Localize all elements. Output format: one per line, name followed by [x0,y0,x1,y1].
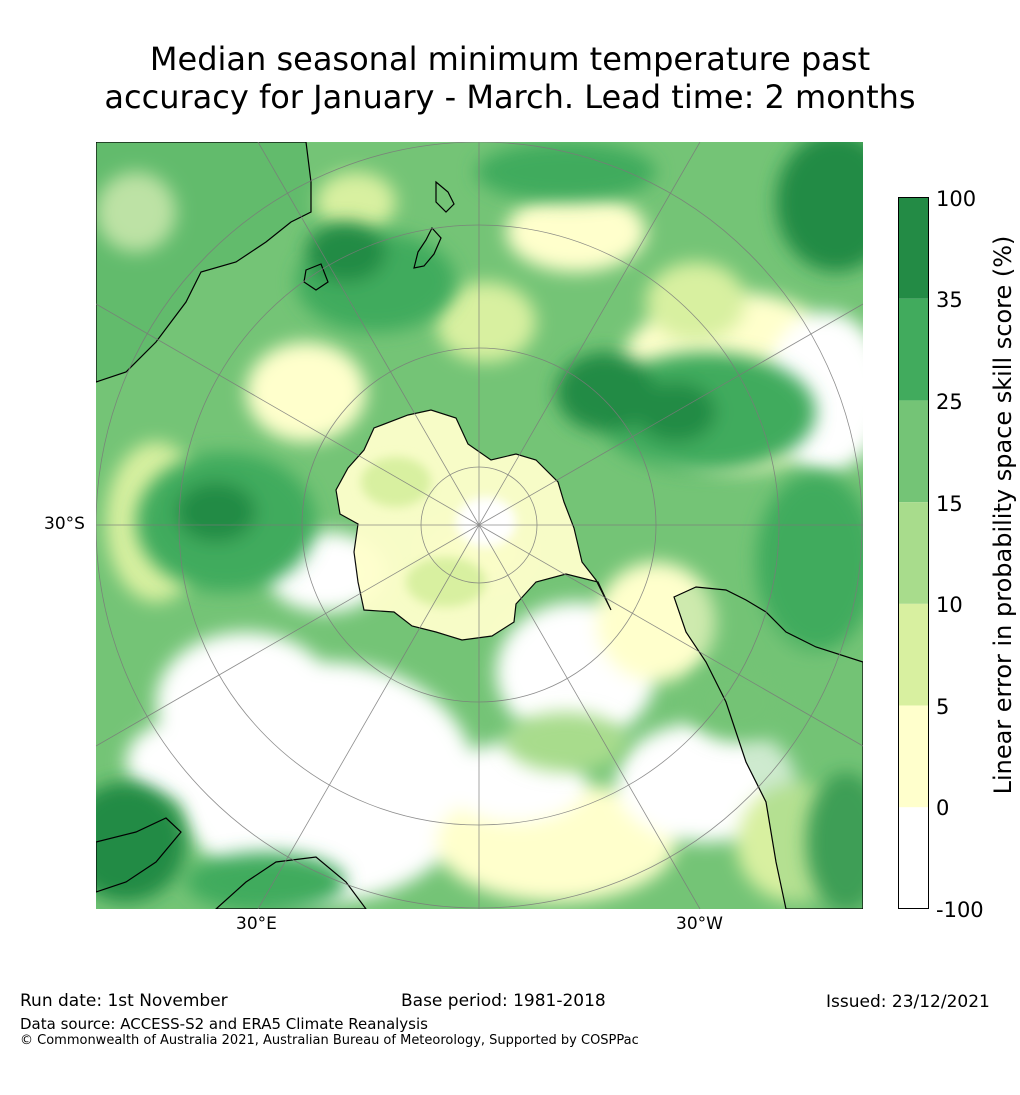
copyright-notice: © Commonwealth of Australia 2021, Austra… [20,1033,639,1048]
title-line-2: accuracy for January - March. Lead time:… [104,78,916,116]
colorbar-tick-minus-100: -100 [936,898,984,922]
africa-coastline [96,817,367,909]
colorbar-swatch-6 [898,807,929,909]
lon-label-30w: 30°W [676,914,723,934]
colorbar-swatch-1 [898,298,929,401]
colorbar-swatch-5 [898,705,929,808]
colorbar-tick-0: 0 [936,796,950,820]
colorbar-swatch-3 [898,502,929,604]
data-source: Data source: ACCESS-S2 and ERA5 Climate … [20,1015,428,1033]
lon-label-30e: 30°E [236,914,277,934]
chart-title: Median seasonal minimum temperature past… [0,40,1020,116]
colorbar [898,197,929,909]
colorbar-tick-5: 5 [936,695,950,719]
skill-score-map [96,142,863,909]
colorbar-border [898,197,929,909]
graticule [96,142,863,909]
south-america-coastline [673,586,863,909]
title-line-1: Median seasonal minimum temperature past [149,40,871,78]
australia-coastline [96,142,312,383]
base-period: Base period: 1981-2018 [401,991,606,1011]
colorbar-swatch-0 [898,197,929,299]
colorbar-tick-25: 25 [936,390,963,414]
colorbar-tick-15: 15 [936,492,963,516]
colorbar-title: Linear error in probability space skill … [989,235,1017,795]
colorbar-swatch-2 [898,400,929,503]
colorbar-swatch-4 [898,603,929,706]
lat-label-30s: 30°S [44,514,85,534]
tasmania [303,263,329,291]
new-zealand [413,180,455,269]
colorbar-swatches [898,197,929,909]
colorbar-tick-35: 35 [936,288,963,312]
colorbar-tick-10: 10 [936,593,963,617]
colorbar-tick-100: 100 [936,187,977,211]
issued-date: Issued: 23/12/2021 [826,992,990,1012]
run-date: Run date: 1st November [20,991,228,1011]
